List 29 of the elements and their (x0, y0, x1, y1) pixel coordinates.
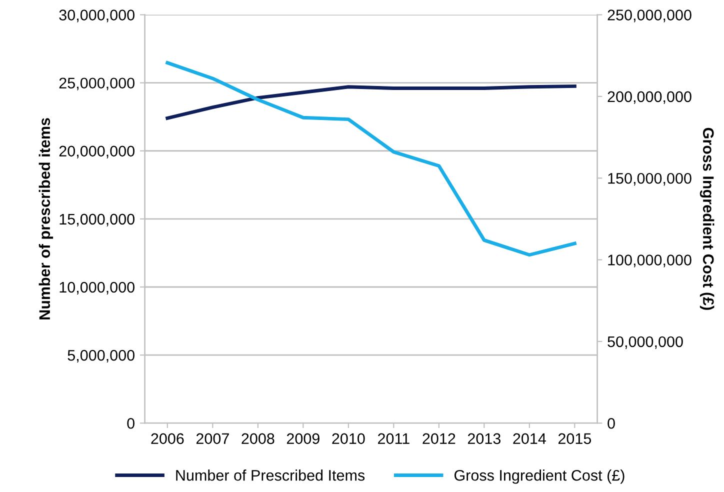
x-tick-label: 2008 (242, 433, 274, 444)
x-tick-label: 2011 (378, 433, 410, 444)
y-tick-label: 5,000,000 (68, 350, 134, 363)
legend-label: Number of Prescribed Items (176, 470, 365, 481)
y-axis-title: Number of prescribed items (38, 118, 54, 320)
x-tick-label: 2013 (468, 433, 500, 444)
y2-tick-label: 0 (608, 418, 615, 429)
x-tick-label: 2010 (332, 433, 365, 444)
y-tick-label: 20,000,000 (59, 146, 134, 158)
line-series (166, 61, 576, 257)
x-tick-label: 2009 (286, 433, 320, 444)
x-tick-label: 2006 (151, 433, 184, 444)
y-tick-label: 10,000,000 (60, 282, 134, 294)
line-series (166, 84, 576, 120)
x-tick-label: 2007 (196, 433, 229, 444)
y2-tick-label: 100,000,000 (608, 254, 692, 268)
x-tick-label: 2015 (558, 433, 592, 444)
x-tick-label: 2014 (513, 433, 546, 444)
y2-axis-title: Gross Ingredient Cost (£) (700, 128, 714, 310)
y2-tick-label: 250,000,000 (608, 10, 692, 22)
y2-tick-label: 50,000,000 (608, 336, 683, 349)
y-tick-label: 15,000,000 (60, 214, 134, 226)
y2-tick-label: 200,000,000 (608, 91, 692, 104)
y2-tick-label: 150,000,000 (608, 172, 692, 186)
y-tick-label: 0 (127, 418, 134, 429)
x-tick-label: 2012 (422, 433, 456, 444)
legend-label: Gross Ingredient Cost (£) (454, 470, 624, 484)
y-tick-label: 30,000,000 (59, 10, 134, 22)
y-tick-label: 25,000,000 (59, 78, 134, 90)
